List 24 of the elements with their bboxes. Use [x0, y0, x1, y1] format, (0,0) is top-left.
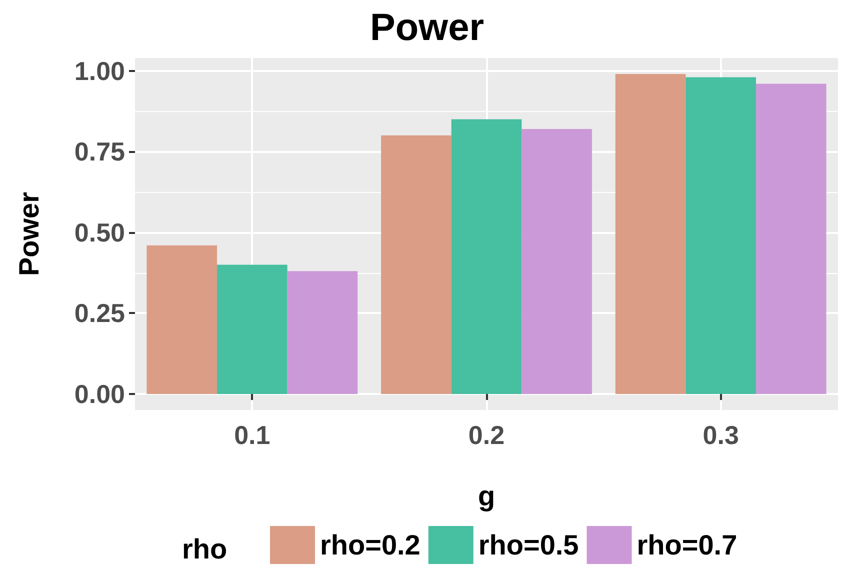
legend-label: rho=0.7	[636, 530, 738, 560]
bar	[146, 245, 218, 394]
y-tick-label: 1.00	[74, 56, 125, 86]
bar	[217, 264, 288, 394]
x-tick-label: 0.2	[468, 420, 505, 450]
legend-label: rho=0.2	[320, 530, 420, 560]
bar	[522, 128, 592, 394]
bar	[756, 84, 826, 394]
x-axis-title: g	[478, 480, 496, 512]
bar	[451, 119, 522, 394]
y-tick-label: 0.50	[74, 217, 125, 248]
y-axis-title: Power	[14, 192, 44, 276]
legend-label: rho=0.5	[478, 530, 579, 560]
y-tick-label: 0.75	[74, 136, 125, 167]
bar	[287, 271, 358, 394]
chart-title: Power	[370, 7, 484, 49]
bar	[615, 74, 686, 394]
y-tick-label: 0.00	[74, 379, 125, 409]
bar	[686, 77, 756, 394]
y-tick-label: 0.25	[74, 298, 125, 328]
x-tick-label: 0.3	[702, 420, 739, 450]
legend-title: rho	[182, 534, 228, 564]
x-tick-label: 0.1	[234, 420, 270, 450]
bar	[381, 135, 452, 394]
